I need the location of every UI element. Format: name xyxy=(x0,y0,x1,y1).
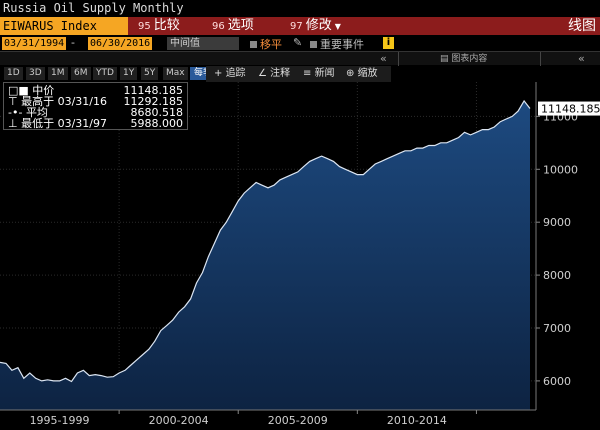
news-icon: ≡ xyxy=(303,68,315,79)
period-ytd[interactable]: YTD xyxy=(93,67,117,80)
up-marker-icon: ⊤ xyxy=(8,95,22,108)
move-toggle[interactable]: 移平 xyxy=(250,36,282,52)
ticker-field[interactable]: EIWARUS Index xyxy=(0,17,128,35)
edit-label: 修改 xyxy=(305,18,332,33)
y-tick-label: 9000 xyxy=(543,216,571,229)
period-1m[interactable]: 1M xyxy=(48,67,68,80)
legend-square-icon: □■ xyxy=(8,84,33,97)
nav-back2-button[interactable]: « xyxy=(578,52,585,65)
line-series xyxy=(0,99,531,383)
y-tick-label: 6000 xyxy=(543,375,571,388)
annotation-bar: + 追踪 ∠ 注释 ≡ 新闻 ⊕ 缩放 xyxy=(206,66,391,82)
checkbox-icon xyxy=(310,41,317,48)
edit-button[interactable]: 97 修改 ▼ xyxy=(290,17,341,35)
divider xyxy=(540,52,541,66)
compare-num: 95 xyxy=(138,21,151,32)
events-toggle[interactable]: 重要事件 xyxy=(310,36,364,52)
x-period-label: 2010-2014 xyxy=(387,414,447,427)
legend-high-label: 最高于 03/31/16 xyxy=(21,95,107,108)
x-period-label: 1995-1999 xyxy=(30,414,90,427)
mode-select-value: 中间值 xyxy=(170,38,200,49)
last-value-badge xyxy=(538,101,600,116)
annotate-button[interactable]: ∠ 注释 xyxy=(258,67,290,80)
compare-button[interactable]: 95 比较 xyxy=(138,17,180,35)
zoom-button[interactable]: ⊕ 缩放 xyxy=(346,67,378,80)
period-3d[interactable]: 3D xyxy=(26,67,45,80)
end-date-field[interactable]: 06/30/2016 xyxy=(88,37,153,50)
info-icon[interactable]: i xyxy=(383,37,394,49)
command-bar: EIWARUS Index 95 比较 96 选项 97 修改 ▼ 线图 xyxy=(0,17,600,35)
period-1d[interactable]: 1D xyxy=(4,67,23,80)
legend-current-label: 中价 xyxy=(32,84,55,97)
plus-icon: + xyxy=(214,68,226,79)
last-value-label: 11148.185 xyxy=(541,103,600,116)
nav-back-button[interactable]: « xyxy=(380,52,387,65)
checkbox-icon xyxy=(250,41,257,48)
window-title-bar: Russia Oil Supply Monthly xyxy=(0,0,600,17)
legend-current-value: 11148.185 xyxy=(123,84,184,97)
options-num: 96 xyxy=(212,21,225,32)
y-tick-label: 8000 xyxy=(543,269,571,282)
y-tick-label: 7000 xyxy=(543,322,571,335)
period-1y[interactable]: 1Y xyxy=(120,67,138,80)
annotate-label: 注释 xyxy=(270,68,291,79)
track-button[interactable]: + 追踪 xyxy=(214,67,246,80)
events-label: 重要事件 xyxy=(320,38,364,51)
period-6m[interactable]: 6M xyxy=(71,67,91,80)
move-label: 移平 xyxy=(260,38,282,51)
options-label: 选项 xyxy=(227,18,254,33)
mode-select[interactable]: 中间值 xyxy=(167,37,239,50)
legend-high-value: 11292.185 xyxy=(123,95,184,108)
legend-low-value: 5988.000 xyxy=(130,117,184,130)
tool-bar: « ▤ 图表内容 « xyxy=(0,51,600,66)
window-title: Russia Oil Supply Monthly xyxy=(3,1,184,15)
options-bar: 03/31/1994 - 06/30/2016 中间值 移平 ✎ 重要事件 i xyxy=(0,35,600,51)
chart-type-label[interactable]: 线图 xyxy=(568,18,596,34)
news-label: 新闻 xyxy=(314,68,335,79)
y-tick-label: 10000 xyxy=(543,163,578,176)
chart-content-label: 图表内容 xyxy=(451,54,488,64)
period-max[interactable]: Max xyxy=(163,67,188,80)
avg-marker-icon: -•- xyxy=(8,106,26,119)
legend-box: □■ 中价 11148.185 ⊤ 最高于 03/31/16 11292.185… xyxy=(3,82,188,130)
legend-avg: -•- 平均 xyxy=(8,107,48,119)
legend-avg-value: 8680.518 xyxy=(130,106,184,119)
pen-icon: ∠ xyxy=(258,68,271,79)
divider xyxy=(398,52,399,66)
x-period-label: 2000-2004 xyxy=(149,414,209,427)
period-5y[interactable]: 5Y xyxy=(141,67,159,80)
x-period-label: 2005-2009 xyxy=(268,414,328,427)
news-button[interactable]: ≡ 新闻 xyxy=(303,67,335,80)
chevron-down-icon: ▼ xyxy=(334,22,341,31)
legend-avg-label: 平均 xyxy=(25,106,48,119)
legend-current: □■ 中价 xyxy=(8,85,54,97)
chart-content-button[interactable]: ▤ 图表内容 xyxy=(440,53,487,65)
zoom-label: 缩放 xyxy=(357,68,378,79)
date-separator: - xyxy=(71,36,75,49)
pencil-icon[interactable]: ✎ xyxy=(293,36,303,49)
options-button[interactable]: 96 选项 xyxy=(212,17,254,35)
track-label: 追踪 xyxy=(225,68,246,79)
compare-label: 比较 xyxy=(153,18,180,33)
legend-low: ⊥ 最低于 03/31/97 xyxy=(8,118,107,130)
start-date-field[interactable]: 03/31/1994 xyxy=(2,37,67,50)
down-marker-icon: ⊥ xyxy=(8,117,22,130)
chart-icon: ▤ xyxy=(440,54,452,64)
legend-high: ⊤ 最高于 03/31/16 xyxy=(8,96,107,108)
zoom-icon: ⊕ xyxy=(346,68,358,79)
edit-num: 97 xyxy=(290,21,303,32)
area-series xyxy=(0,100,530,411)
legend-low-label: 最低于 03/31/97 xyxy=(21,117,107,130)
